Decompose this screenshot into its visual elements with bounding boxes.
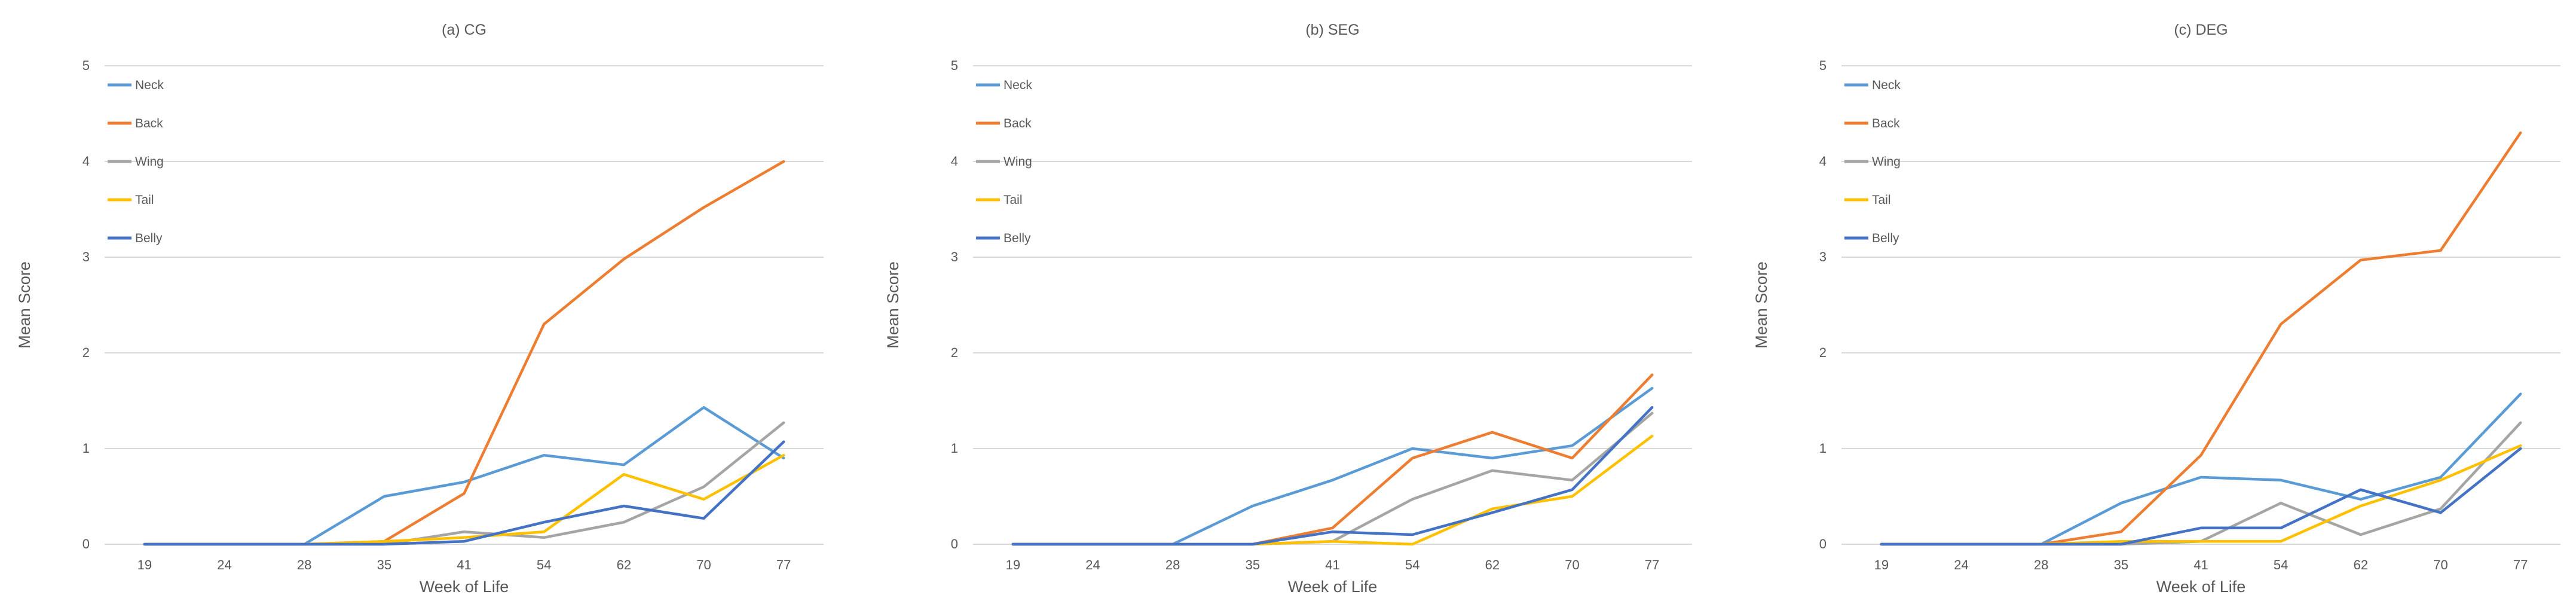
chart-title: (c) DEG (2174, 22, 2228, 38)
y-axis-label: Mean Score (1752, 261, 1770, 349)
legend-label-wing: Wing (1872, 155, 1901, 169)
x-axis-label: Week of Life (420, 578, 509, 596)
x-axis-label: Week of Life (2156, 578, 2246, 596)
x-tick-label: 24 (217, 557, 231, 572)
x-tick-label: 54 (537, 557, 551, 572)
legend-label-tail: Tail (1004, 193, 1023, 207)
legend-label-back: Back (1872, 117, 1900, 130)
legend-label-wing: Wing (1004, 155, 1032, 169)
y-tick-label: 4 (951, 154, 958, 169)
x-tick-label: 41 (2193, 557, 2208, 572)
x-tick-label: 41 (1325, 557, 1339, 572)
x-tick-label: 28 (297, 557, 311, 572)
x-tick-label: 19 (1006, 557, 1020, 572)
x-tick-label: 77 (776, 557, 791, 572)
x-tick-label: 28 (2034, 557, 2048, 572)
legend-label-wing: Wing (135, 155, 164, 169)
series-line-belly (1880, 447, 2522, 546)
y-tick-label: 3 (1819, 249, 1827, 264)
x-tick-label: 62 (617, 557, 631, 572)
y-tick-label: 0 (82, 536, 90, 551)
y-tick-label: 2 (82, 345, 90, 360)
y-tick-label: 4 (1819, 154, 1827, 169)
x-tick-label: 35 (377, 557, 391, 572)
legend-label-neck: Neck (1004, 78, 1032, 92)
chart-panel-0: 0 1 2 3 4 5 19 24 28 35 41 54 62 70 77 (a) CG Week of Li… (16, 22, 824, 596)
y-tick-label: 0 (951, 536, 958, 551)
x-tick-label: 70 (2433, 557, 2447, 572)
y-axis-label: Mean Score (884, 261, 902, 349)
legend-label-back: Back (1004, 117, 1032, 130)
y-tick-label: 5 (82, 58, 90, 73)
series-line-neck (1011, 386, 1654, 546)
legend-label-neck: Neck (135, 78, 164, 92)
y-tick-label: 0 (1819, 536, 1827, 551)
chart-title: (b) SEG (1305, 22, 1359, 38)
x-axis-label: Week of Life (1288, 578, 1378, 596)
x-tick-label: 70 (1565, 557, 1579, 572)
legend-label-belly: Belly (135, 231, 163, 245)
legend-label-belly: Belly (1004, 231, 1031, 245)
series-line-wing (1880, 421, 2522, 546)
series-line-neck (143, 405, 785, 546)
x-tick-label: 28 (1165, 557, 1180, 572)
legend-label-tail: Tail (1872, 193, 1891, 207)
x-tick-label: 77 (1645, 557, 1659, 572)
series-line-tail (1880, 444, 2522, 546)
y-tick-label: 2 (951, 345, 958, 360)
x-tick-label: 24 (1085, 557, 1100, 572)
x-tick-label: 62 (2354, 557, 2368, 572)
series-line-belly (1011, 405, 1654, 546)
x-tick-label: 19 (1874, 557, 1889, 572)
legend-label-back: Back (135, 117, 163, 130)
legend-label-tail: Tail (135, 193, 154, 207)
y-tick-label: 5 (951, 58, 958, 73)
x-tick-label: 41 (457, 557, 471, 572)
series-line-neck (1880, 392, 2522, 546)
x-tick-label: 70 (696, 557, 711, 572)
x-tick-label: 54 (2274, 557, 2288, 572)
x-tick-label: 54 (1405, 557, 1419, 572)
y-tick-label: 1 (1819, 441, 1827, 456)
chart-title: (a) CG (442, 22, 487, 38)
x-tick-label: 62 (1485, 557, 1500, 572)
chart-panel-1: 0 1 2 3 4 5 19 24 28 35 41 54 62 70 77 (b) SEG Week of L… (884, 22, 1692, 596)
legend-label-belly: Belly (1872, 231, 1899, 245)
x-tick-label: 35 (1246, 557, 1260, 572)
x-tick-label: 77 (2513, 557, 2528, 572)
y-tick-label: 1 (951, 441, 958, 456)
y-tick-label: 3 (951, 249, 958, 264)
series-line-back (1011, 373, 1654, 546)
y-tick-label: 1 (82, 441, 90, 456)
x-tick-label: 24 (1954, 557, 1968, 572)
y-axis-label: Mean Score (16, 261, 33, 349)
series-line-wing (143, 421, 785, 546)
x-tick-label: 19 (137, 557, 152, 572)
y-tick-label: 3 (82, 249, 90, 264)
legend-label-neck: Neck (1872, 78, 1901, 92)
y-tick-label: 5 (1819, 58, 1827, 73)
chart-panel-2: 0 1 2 3 4 5 19 24 28 35 41 54 62 70 77 (c) DEG Week of L… (1752, 22, 2560, 596)
series-line-belly (143, 440, 785, 546)
y-tick-label: 2 (1819, 345, 1827, 360)
y-tick-label: 4 (82, 154, 90, 169)
x-tick-label: 35 (2114, 557, 2128, 572)
